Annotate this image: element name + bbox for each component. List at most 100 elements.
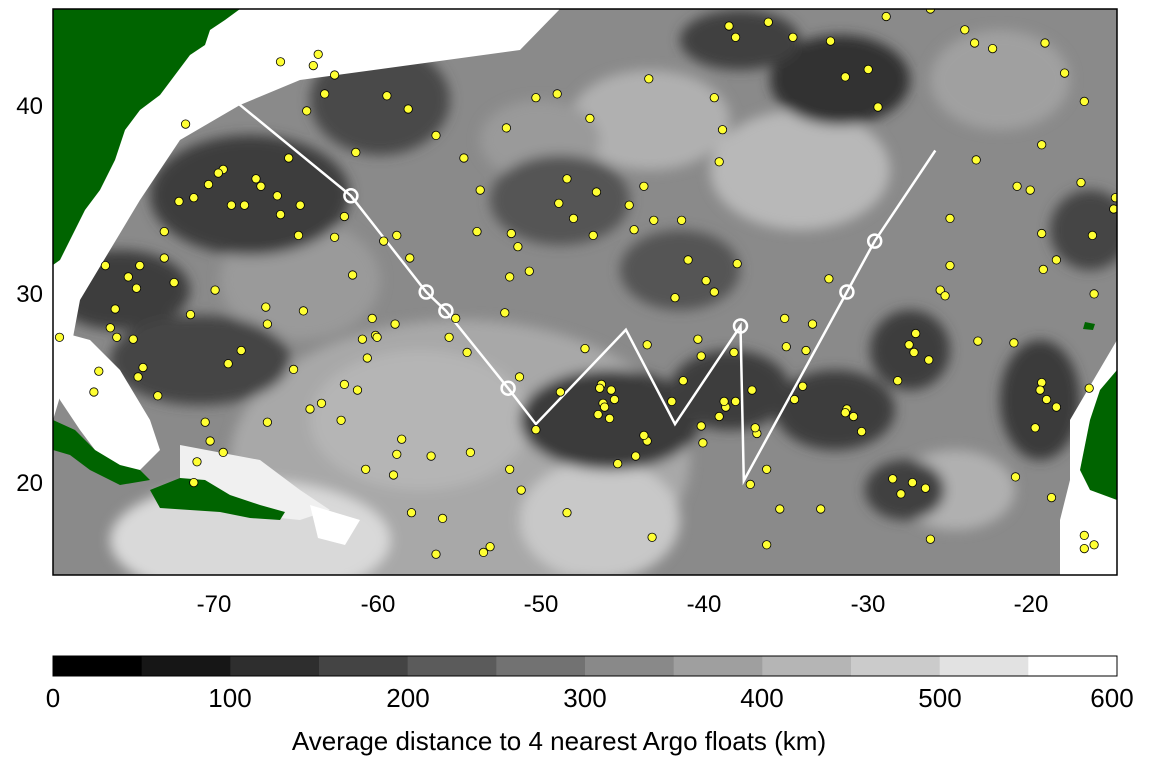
sparse-coverage-region bbox=[930, 30, 1070, 130]
argo-float-marker bbox=[873, 102, 883, 112]
argo-float-marker bbox=[485, 542, 495, 552]
dense-coverage-region bbox=[770, 35, 910, 125]
dense-coverage-region bbox=[150, 135, 350, 255]
argo-float-marker bbox=[94, 366, 104, 376]
north-america-land bbox=[53, 9, 240, 265]
argo-float-marker bbox=[397, 434, 407, 444]
argo-float-marker bbox=[472, 227, 482, 237]
argo-float-marker bbox=[709, 287, 719, 297]
argo-float-marker bbox=[729, 347, 739, 357]
colorbar-swatches bbox=[53, 656, 1118, 676]
argo-float-marker bbox=[613, 459, 623, 469]
argo-float-marker bbox=[683, 255, 693, 265]
argo-float-marker bbox=[693, 334, 703, 344]
argo-float-marker bbox=[888, 474, 898, 484]
dense-coverage-region bbox=[680, 10, 800, 70]
argo-float-marker bbox=[639, 181, 649, 191]
colorbar-title: Average distance to 4 nearest Argo float… bbox=[292, 726, 826, 756]
argo-float-marker bbox=[1037, 228, 1047, 239]
argo-float-marker bbox=[647, 532, 657, 542]
argo-float-marker bbox=[762, 540, 772, 550]
argo-float-marker bbox=[1109, 204, 1117, 214]
map-panel: -70 -60 -50 -40 -30 -20 20 30 40 bbox=[16, 8, 1118, 618]
argo-float-marker bbox=[362, 353, 372, 363]
argo-float-marker bbox=[275, 57, 286, 67]
argo-float-marker bbox=[750, 423, 760, 433]
station-marker bbox=[438, 303, 454, 319]
argo-float-marker bbox=[1010, 472, 1021, 482]
argo-float-marker bbox=[909, 347, 919, 357]
distance-contour-field bbox=[53, 10, 1117, 575]
argo-float-marker bbox=[762, 464, 772, 474]
argo-float-marker bbox=[89, 387, 99, 397]
argo-float-marker bbox=[714, 411, 724, 422]
argo-float-marker bbox=[732, 259, 742, 269]
station-marker bbox=[500, 380, 516, 396]
argo-float-marker bbox=[406, 508, 417, 518]
argo-float-marker bbox=[261, 302, 271, 312]
argo-float-marker bbox=[403, 104, 413, 114]
argo-float-marker bbox=[505, 464, 515, 474]
argo-float-marker bbox=[896, 489, 906, 499]
station-marker bbox=[732, 318, 749, 334]
argo-float-marker bbox=[465, 447, 475, 457]
argo-float-marker bbox=[131, 283, 142, 293]
lon-tick-label: -70 bbox=[197, 591, 232, 618]
argo-float-marker bbox=[987, 43, 998, 54]
dense-coverage-region bbox=[1000, 340, 1080, 460]
argo-float-marker bbox=[925, 534, 936, 544]
station-marker bbox=[343, 188, 359, 204]
dense-coverage-region bbox=[775, 370, 895, 450]
argo-float-marker bbox=[730, 32, 741, 42]
colorbar-swatch bbox=[496, 656, 586, 676]
colorbar-swatch bbox=[939, 656, 1029, 676]
argo-float-marker bbox=[320, 89, 330, 99]
argo-float-marker bbox=[189, 193, 199, 203]
argo-float-marker bbox=[347, 270, 358, 280]
argo-float-marker bbox=[516, 485, 526, 495]
argo-float-marker bbox=[907, 477, 918, 488]
argo-float-marker bbox=[789, 394, 800, 405]
lesser-antilles-shelf bbox=[310, 505, 360, 545]
colorbar-swatch bbox=[53, 656, 143, 676]
argo-float-marker bbox=[676, 215, 687, 225]
argo-float-marker bbox=[1079, 96, 1089, 107]
colorbar-swatch bbox=[319, 656, 409, 676]
colorbar: 0 100 200 300 400 500 600 Average distan… bbox=[46, 655, 1134, 756]
argo-float-marker bbox=[262, 417, 272, 427]
argo-float-marker bbox=[824, 274, 834, 284]
argo-float-marker bbox=[595, 383, 605, 393]
argo-float-marker bbox=[696, 351, 706, 361]
argo-float-marker bbox=[531, 93, 541, 103]
argo-float-marker bbox=[644, 74, 654, 84]
lon-tick-label: -30 bbox=[851, 591, 886, 618]
argo-float-marker bbox=[405, 253, 415, 263]
argo-float-marker bbox=[1009, 338, 1019, 348]
argo-float-marker bbox=[1012, 181, 1022, 191]
argo-float-marker bbox=[1038, 264, 1048, 274]
argo-float-marker bbox=[500, 308, 510, 318]
argo-float-marker bbox=[1037, 140, 1047, 150]
sparse-coverage-region bbox=[710, 110, 890, 230]
argo-float-marker bbox=[329, 232, 340, 242]
argo-float-marker bbox=[459, 153, 469, 163]
argo-float-marker bbox=[801, 345, 811, 356]
argo-float-marker bbox=[110, 304, 120, 314]
argo-float-marker bbox=[351, 147, 361, 157]
argo-float-marker bbox=[971, 155, 981, 165]
sparse-coverage-region bbox=[520, 460, 680, 575]
argo-float-marker bbox=[585, 113, 595, 124]
argo-float-marker bbox=[924, 355, 934, 365]
argo-float-marker bbox=[133, 372, 143, 382]
argo-float-marker bbox=[678, 376, 688, 386]
argo-float-marker bbox=[205, 436, 215, 446]
argo-float-marker bbox=[1089, 289, 1099, 299]
argo-float-marker bbox=[379, 236, 389, 246]
argo-float-marker bbox=[514, 372, 525, 382]
argo-float-marker bbox=[437, 513, 448, 524]
argo-float-marker bbox=[251, 174, 261, 184]
argo-float-marker bbox=[1040, 38, 1050, 48]
argo-float-marker bbox=[925, 9, 935, 14]
argo-float-marker bbox=[745, 479, 755, 489]
dense-coverage-region bbox=[620, 230, 740, 310]
